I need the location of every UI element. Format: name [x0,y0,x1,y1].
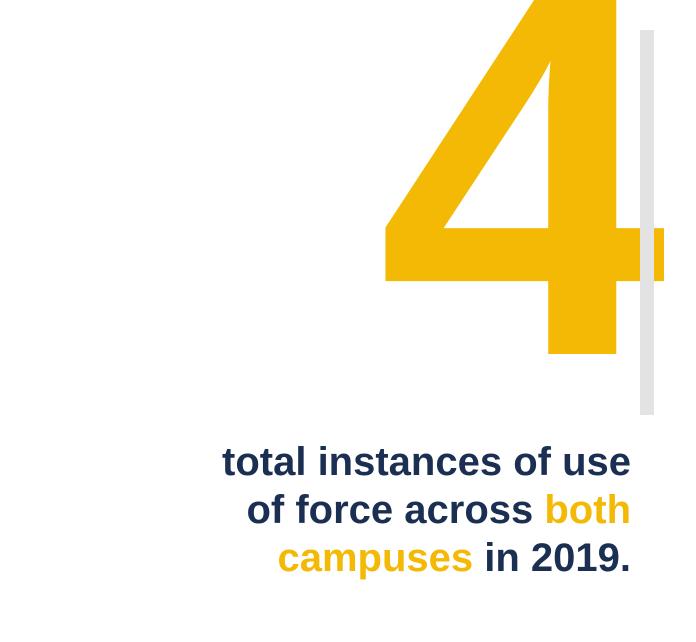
text-line2-prefix: of force across [246,488,544,532]
number-section: 4 [40,0,666,448]
divider-bar [640,30,654,415]
highlight-campuses: campuses [277,536,473,580]
text-line3-suffix: in 2019. [473,536,631,580]
highlight-both: both [544,488,631,532]
infographic-container: 4 total instances of use of force across… [0,0,696,642]
stat-text-section: total instances of use of force across b… [40,438,666,642]
stat-number: 4 [378,0,646,370]
